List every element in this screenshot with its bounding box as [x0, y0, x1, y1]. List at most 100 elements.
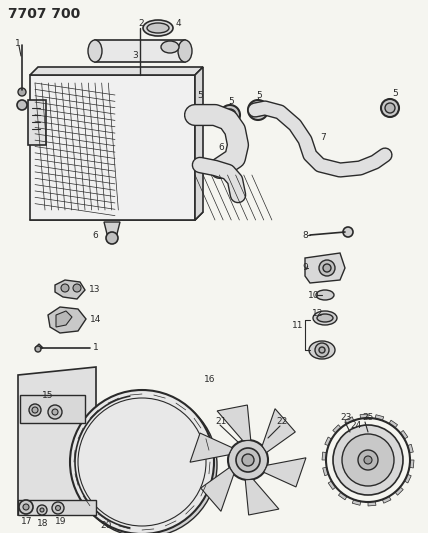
Polygon shape — [195, 67, 203, 220]
Circle shape — [343, 227, 353, 237]
Circle shape — [364, 456, 372, 464]
Polygon shape — [104, 222, 120, 234]
Polygon shape — [322, 452, 327, 460]
Text: 4: 4 — [176, 19, 181, 28]
Polygon shape — [325, 437, 332, 446]
Text: 9: 9 — [302, 263, 308, 272]
Ellipse shape — [88, 40, 102, 62]
Ellipse shape — [309, 341, 335, 359]
Circle shape — [37, 505, 47, 515]
Circle shape — [385, 103, 395, 113]
Bar — [20, 395, 85, 423]
Circle shape — [23, 504, 29, 510]
Ellipse shape — [178, 40, 192, 62]
Circle shape — [323, 264, 331, 272]
Circle shape — [242, 454, 254, 466]
Polygon shape — [30, 212, 203, 220]
Polygon shape — [217, 405, 251, 441]
Bar — [18, 500, 96, 515]
Text: 25: 25 — [362, 414, 373, 423]
Text: 19: 19 — [55, 518, 66, 527]
Circle shape — [19, 500, 33, 514]
Polygon shape — [360, 414, 368, 418]
Polygon shape — [30, 75, 195, 220]
Circle shape — [73, 393, 217, 533]
Circle shape — [29, 404, 41, 416]
Polygon shape — [35, 344, 43, 348]
Circle shape — [319, 347, 325, 353]
Polygon shape — [352, 499, 361, 505]
Ellipse shape — [316, 290, 334, 300]
Text: 17: 17 — [21, 516, 33, 526]
Text: 12: 12 — [312, 309, 324, 318]
Circle shape — [224, 109, 236, 121]
Polygon shape — [328, 481, 336, 490]
Circle shape — [52, 409, 58, 415]
Circle shape — [319, 260, 335, 276]
Text: 15: 15 — [42, 391, 54, 400]
Ellipse shape — [161, 41, 179, 53]
Text: 6: 6 — [218, 143, 224, 152]
Circle shape — [220, 105, 240, 125]
Ellipse shape — [313, 311, 337, 325]
Text: 5: 5 — [197, 91, 203, 100]
Polygon shape — [56, 311, 72, 327]
Circle shape — [48, 405, 62, 419]
Text: 5: 5 — [256, 92, 262, 101]
Polygon shape — [375, 415, 384, 421]
Circle shape — [248, 100, 268, 120]
Text: 10: 10 — [308, 290, 319, 300]
Text: 22: 22 — [276, 417, 287, 426]
Circle shape — [32, 407, 38, 413]
Text: 20: 20 — [100, 521, 111, 529]
Polygon shape — [201, 467, 234, 511]
Text: 18: 18 — [37, 520, 48, 529]
Polygon shape — [30, 67, 203, 75]
Circle shape — [61, 284, 69, 292]
Polygon shape — [333, 425, 341, 433]
Ellipse shape — [147, 23, 169, 33]
Polygon shape — [389, 420, 398, 428]
Text: 24: 24 — [350, 422, 361, 431]
Text: 8: 8 — [302, 230, 308, 239]
Circle shape — [228, 440, 268, 480]
Polygon shape — [345, 417, 354, 424]
Polygon shape — [395, 487, 403, 495]
Circle shape — [35, 346, 41, 352]
Circle shape — [106, 232, 118, 244]
Circle shape — [18, 88, 26, 96]
Circle shape — [381, 99, 399, 117]
Circle shape — [52, 502, 64, 514]
Polygon shape — [305, 253, 345, 283]
Circle shape — [333, 425, 403, 495]
Text: 2: 2 — [138, 20, 144, 28]
Circle shape — [17, 100, 27, 110]
Bar — [28, 100, 46, 145]
Text: 5: 5 — [228, 96, 234, 106]
Text: 1: 1 — [93, 343, 99, 352]
Polygon shape — [368, 502, 376, 506]
Polygon shape — [264, 458, 306, 487]
Text: 11: 11 — [292, 320, 303, 329]
Polygon shape — [190, 433, 232, 462]
Circle shape — [236, 448, 260, 472]
Circle shape — [315, 343, 329, 357]
Polygon shape — [382, 496, 391, 503]
Circle shape — [252, 104, 264, 116]
Circle shape — [358, 450, 378, 470]
Text: 13: 13 — [89, 286, 101, 295]
Text: 7: 7 — [320, 133, 326, 142]
Polygon shape — [18, 367, 96, 515]
Polygon shape — [245, 479, 279, 515]
Text: 23: 23 — [340, 414, 351, 423]
Polygon shape — [95, 40, 185, 62]
Text: 21: 21 — [215, 417, 226, 426]
Polygon shape — [400, 431, 408, 439]
Polygon shape — [404, 474, 411, 483]
Polygon shape — [262, 409, 295, 453]
Text: 7707 700: 7707 700 — [8, 7, 80, 21]
Ellipse shape — [143, 20, 173, 36]
Text: 6: 6 — [92, 230, 98, 239]
Polygon shape — [407, 445, 413, 453]
Text: 14: 14 — [90, 316, 101, 325]
